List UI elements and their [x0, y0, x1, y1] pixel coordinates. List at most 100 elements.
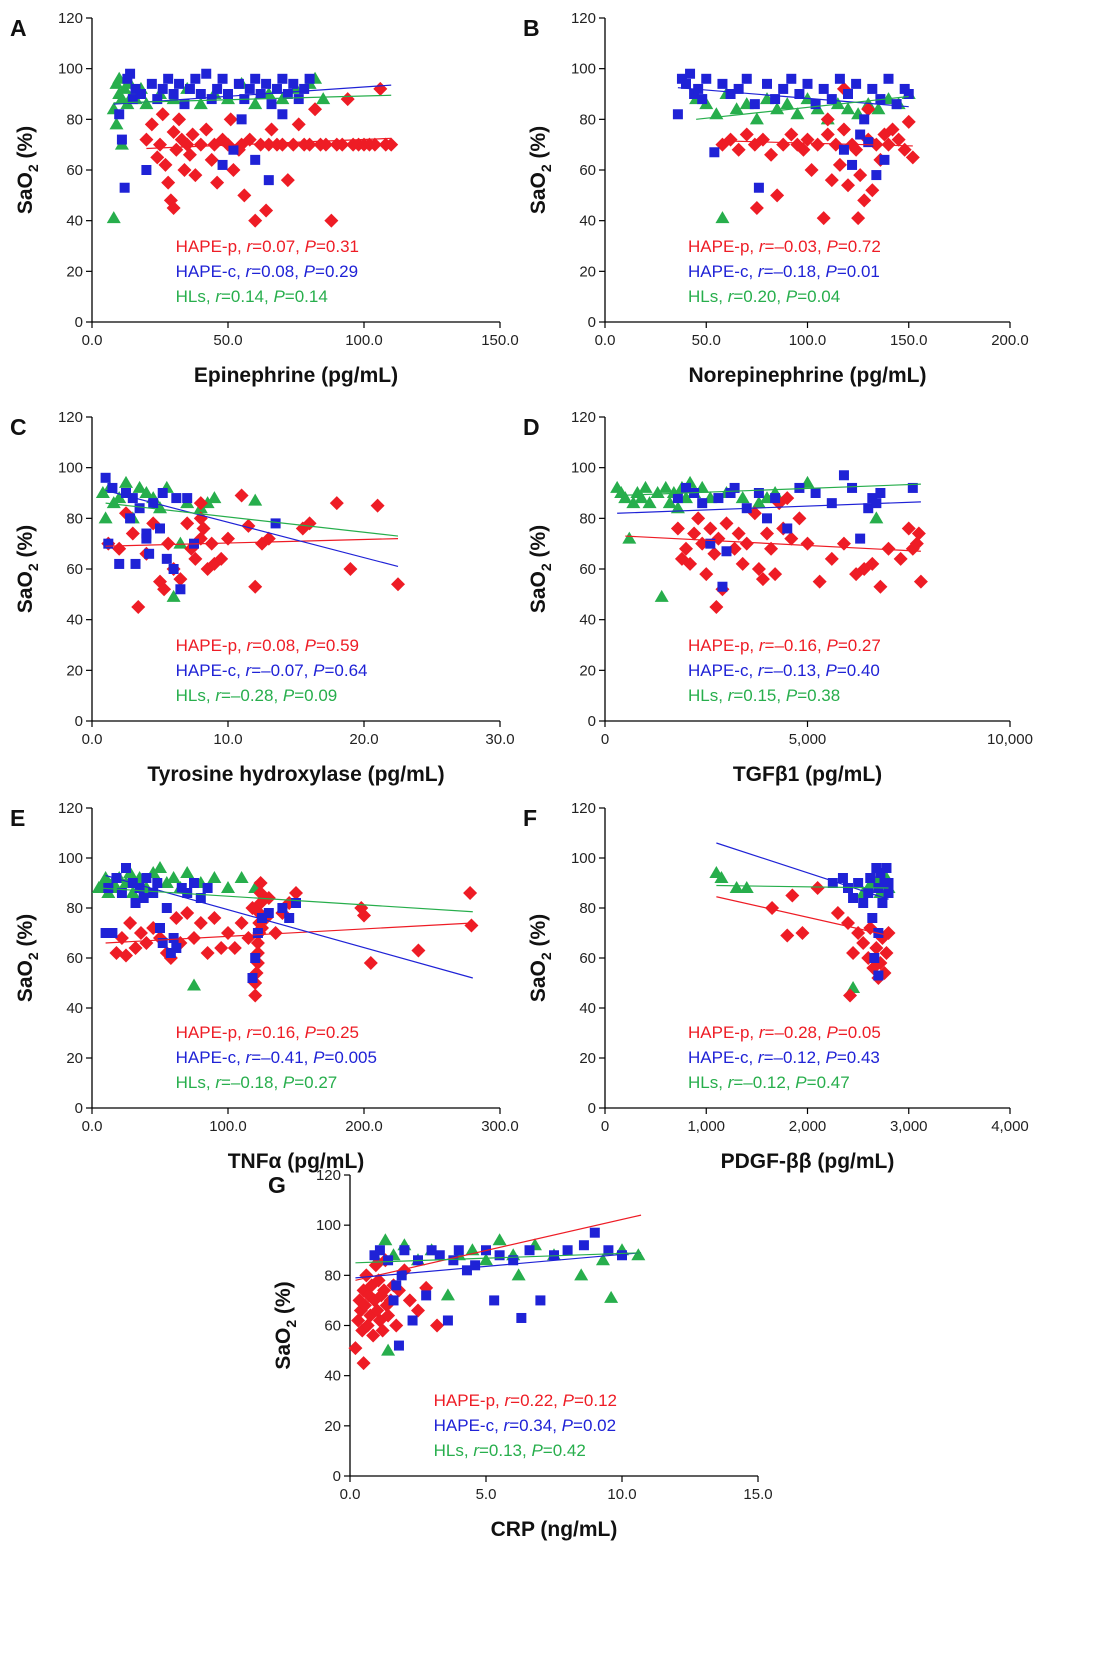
point-hape-c [524, 1245, 535, 1256]
point-hape-p [131, 600, 146, 614]
y-tick-label: 80 [66, 900, 83, 917]
y-tick-label: 100 [571, 61, 596, 78]
x-tick-label: 100.0 [209, 1118, 247, 1135]
point-hape-p [329, 496, 344, 511]
point-hape-p [683, 556, 698, 571]
stat-hape-p: HAPE-p, r=0.22, P=0.12 [434, 1391, 617, 1410]
point-hape-p [857, 193, 872, 208]
point-hape-p [242, 132, 257, 147]
y-tick-label: 60 [66, 561, 83, 578]
point-hape-p [199, 122, 214, 137]
point-hape-p [169, 911, 184, 925]
stat-hape-c: HAPE-c, r=–0.13, P=0.40 [688, 661, 880, 680]
stat-hls: HLs, r=0.13, P=0.42 [434, 1441, 586, 1460]
point-hape-c [589, 1227, 600, 1238]
point-hape-p [816, 211, 831, 226]
point-hape-c [217, 73, 228, 84]
point-hape-c [141, 873, 152, 883]
point-hls [106, 211, 121, 224]
point-hape-c [277, 73, 288, 84]
point-hape-c [810, 99, 821, 110]
point-hape-c [103, 538, 114, 549]
point-hape-c [157, 938, 168, 948]
point-hls [248, 97, 263, 110]
point-hape-p [357, 908, 371, 923]
x-tick-label: 200.0 [991, 332, 1029, 349]
point-hape-c [535, 1295, 546, 1306]
stat-hape-p: HAPE-p, r=0.16, P=0.25 [176, 1023, 359, 1042]
y-tick-label: 60 [324, 1318, 341, 1335]
trend-line-hape-c [677, 87, 909, 108]
y-tick-label: 80 [324, 1267, 341, 1284]
point-hape-c [116, 134, 127, 145]
point-hape-c [407, 1315, 418, 1326]
point-hls [234, 871, 249, 883]
point-hape-p [241, 518, 256, 533]
x-tick-label: 15.0 [743, 1486, 772, 1503]
x-tick-label: 20.0 [349, 731, 378, 748]
point-hape-c [709, 147, 720, 158]
point-hape-c [827, 878, 838, 888]
point-hape-p [214, 551, 229, 566]
y-tick-label: 0 [333, 1468, 341, 1485]
point-hape-p [193, 511, 208, 526]
point-hape-p [776, 137, 791, 152]
point-hape-c [461, 1265, 472, 1276]
point-hape-c [681, 78, 691, 89]
point-hape-p [139, 936, 154, 950]
point-hape-c [130, 898, 141, 908]
point-hape-p [253, 137, 268, 152]
x-tick-label: 0.0 [82, 1118, 103, 1135]
point-hape-c [247, 973, 258, 983]
point-hape-c [152, 878, 163, 888]
y-tick-label: 80 [579, 900, 596, 917]
point-hape-p [204, 152, 219, 167]
point-hls [139, 486, 154, 498]
point-hape-p [463, 886, 478, 900]
point-hape-c [838, 144, 849, 155]
point-hape-p [125, 526, 140, 541]
point-hls [642, 496, 657, 509]
point-hape-p [289, 886, 303, 900]
point-hape-c [157, 488, 168, 498]
point-hls [378, 1233, 393, 1246]
point-hape-p [221, 531, 235, 546]
point-hls [729, 881, 744, 893]
point-hape-p [133, 926, 148, 940]
stat-hape-c: HAPE-c, r=–0.41, P=0.005 [176, 1048, 377, 1067]
point-hape-p [464, 918, 479, 933]
point-hape-c [141, 165, 152, 175]
point-hape-p [891, 132, 906, 147]
point-hape-c [448, 1255, 459, 1266]
point-hape-p [193, 916, 208, 930]
point-hape-c [263, 908, 274, 918]
point-hape-c [818, 83, 829, 94]
point-hape-c [165, 948, 176, 958]
point-hape-c [489, 1295, 500, 1306]
point-hape-p [214, 941, 229, 955]
point-hape-p [796, 142, 811, 157]
point-hape-c [257, 913, 267, 923]
point-hape-p [196, 521, 211, 536]
point-hape-c [157, 83, 168, 94]
point-hape-c [879, 154, 890, 165]
stat-hape-p: HAPE-p, r=–0.16, P=0.27 [688, 636, 881, 655]
point-hape-c [442, 1315, 453, 1326]
point-hape-p [765, 901, 780, 915]
point-hape-c [271, 83, 282, 94]
stat-hls: HLs, r=0.15, P=0.38 [688, 686, 840, 705]
point-hape-c [288, 78, 299, 89]
point-hls [159, 876, 174, 888]
point-hape-c [713, 493, 724, 504]
point-hape-c [794, 482, 805, 493]
point-hape-p [348, 1341, 363, 1356]
y-tick-label: 60 [66, 950, 83, 967]
point-hls [381, 1343, 396, 1356]
point-hape-p [913, 574, 928, 589]
point-hape-c [778, 83, 789, 94]
point-hape-c [299, 83, 310, 94]
point-hape-c [762, 513, 772, 524]
panel-letter: G [268, 1172, 286, 1198]
y-tick-label: 40 [579, 1000, 596, 1017]
point-hape-c [263, 175, 274, 186]
